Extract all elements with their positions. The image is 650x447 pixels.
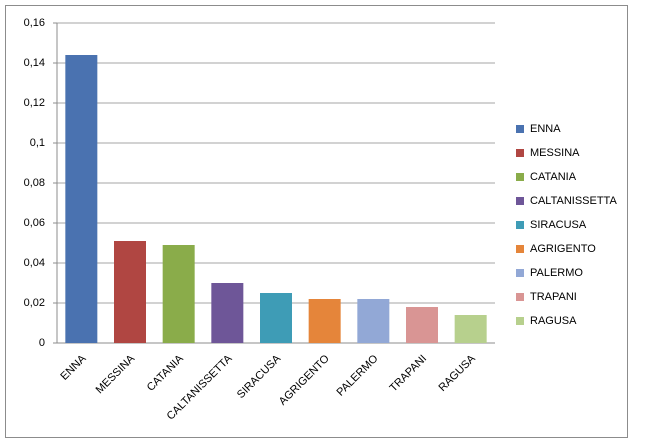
y-tick-label: 0,06 bbox=[24, 217, 45, 229]
y-tick-label: 0,16 bbox=[24, 17, 45, 29]
bar bbox=[406, 307, 438, 343]
bar bbox=[308, 299, 341, 343]
bar bbox=[260, 293, 292, 343]
bar bbox=[162, 245, 195, 343]
y-tick-label: 0,1 bbox=[30, 137, 45, 149]
legend-swatch bbox=[516, 317, 524, 325]
legend-swatch bbox=[516, 173, 524, 181]
y-tick-label: 0,12 bbox=[24, 97, 45, 109]
legend-label: MESSINA bbox=[530, 147, 580, 159]
legend-swatch bbox=[516, 221, 524, 229]
legend-swatch bbox=[516, 293, 524, 301]
bar bbox=[454, 315, 487, 343]
y-tick-label: 0,08 bbox=[24, 177, 45, 189]
y-tick-label: 0,14 bbox=[24, 57, 45, 69]
legend-label: CALTANISSETTA bbox=[530, 195, 617, 207]
y-tick-label: 0,04 bbox=[24, 257, 45, 269]
legend-label: TRAPANI bbox=[530, 291, 577, 303]
legend-swatch bbox=[516, 125, 524, 133]
y-tick-label: 0 bbox=[39, 337, 45, 349]
legend-label: PALERMO bbox=[530, 267, 583, 279]
legend-swatch bbox=[516, 197, 524, 205]
legend-swatch bbox=[516, 149, 524, 157]
legend-swatch bbox=[516, 269, 524, 277]
bar bbox=[65, 55, 98, 343]
legend-label: ENNA bbox=[530, 123, 561, 135]
bar bbox=[357, 299, 390, 343]
legend-swatch bbox=[516, 245, 524, 253]
y-tick-label: 0,02 bbox=[24, 297, 45, 309]
bar bbox=[114, 241, 146, 343]
legend-label: CATANIA bbox=[530, 171, 577, 183]
bar bbox=[211, 283, 244, 343]
legend-label: RAGUSA bbox=[530, 315, 577, 327]
legend-label: AGRIGENTO bbox=[530, 243, 596, 255]
legend-label: SIRACUSA bbox=[530, 219, 587, 231]
